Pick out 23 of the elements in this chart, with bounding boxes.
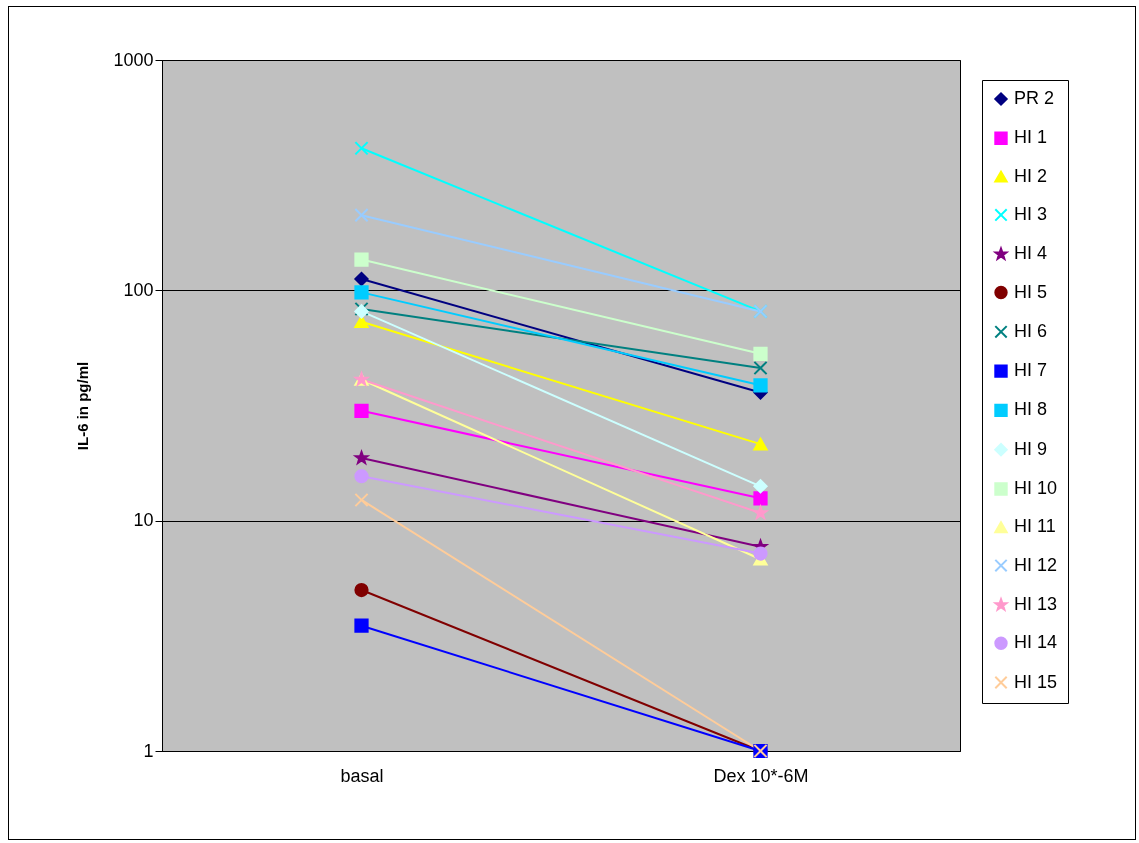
legend-label: HI 6 <box>1014 320 1048 341</box>
legend-label: HI 4 <box>1014 243 1048 264</box>
legend-label: HI 2 <box>1014 165 1048 186</box>
y-axis-title: IL-6 in pg/ml <box>74 361 92 451</box>
legend-label: HI 13 <box>1014 593 1058 614</box>
x-tick-label: Dex 10*-6M <box>713 765 809 786</box>
y-tick-label: 1000 <box>113 49 154 70</box>
legend-label: HI 10 <box>1014 478 1058 498</box>
legend-label: HI 12 <box>1014 554 1058 575</box>
legend-label: HI 7 <box>1014 360 1048 381</box>
legend-label: HI 8 <box>1014 399 1048 420</box>
legend-label: HI 3 <box>1014 203 1048 224</box>
legend-label: HI 15 <box>1014 671 1058 692</box>
y-tick-label: 10 <box>133 510 154 531</box>
legend-label: HI 9 <box>1014 438 1048 459</box>
y-tick-label: 100 <box>123 279 154 300</box>
legend-label: HI 11 <box>1014 516 1056 537</box>
x-tick-label: basal <box>340 765 384 786</box>
legend-label: PR 2 <box>1014 88 1055 108</box>
legend-label: HI 1 <box>1014 127 1048 148</box>
legend-label: HI 14 <box>1014 632 1058 653</box>
y-tick-label: 1 <box>143 740 154 761</box>
legend-label: HI 5 <box>1014 281 1048 302</box>
